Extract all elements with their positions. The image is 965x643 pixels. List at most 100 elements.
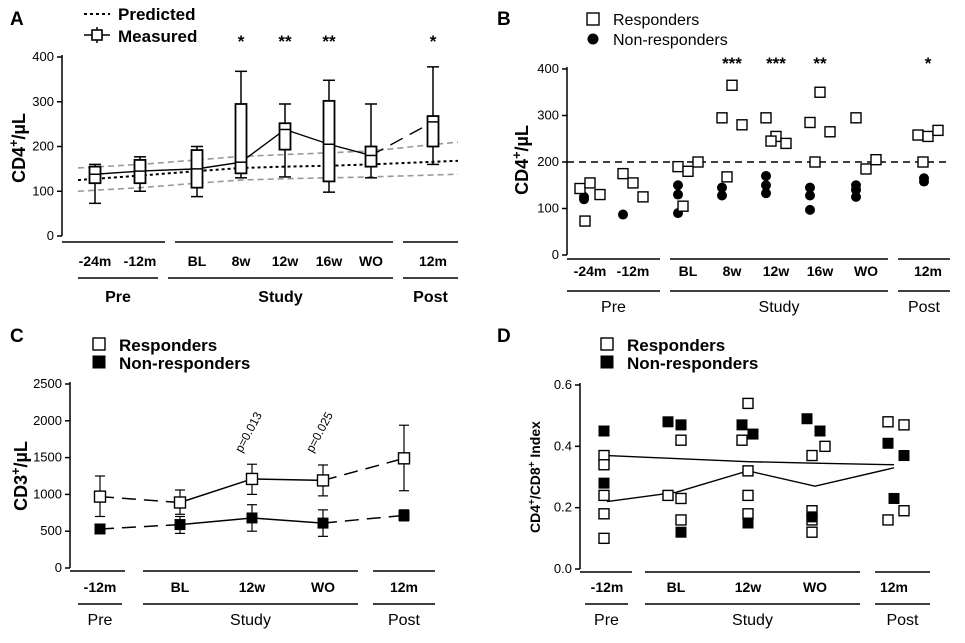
panel-d-label: D	[497, 326, 511, 347]
panel-a-predicted-lower	[77, 173, 459, 193]
panel-b-responder-point	[716, 112, 728, 124]
panel-c-group-label: Study	[230, 612, 271, 629]
panel-b-responder-point	[932, 124, 944, 137]
panel-a-y-tick-label: 200	[32, 139, 54, 154]
panel-b-significance: ***	[766, 54, 786, 73]
panel-b-label: B	[497, 9, 511, 30]
panel-d-responder-point	[882, 416, 894, 428]
panel-b-responder-point	[721, 171, 733, 183]
panel-c-responder-point	[173, 496, 187, 509]
panel-b-significance: *	[925, 54, 932, 73]
panel-d-nonresponder-point	[675, 526, 687, 538]
panel-d-nonresponder-point	[882, 437, 894, 449]
panel-b-significance: **	[813, 54, 827, 73]
panel-b-responder-point	[922, 130, 934, 143]
panel-d-nonresponder-point	[675, 419, 687, 431]
panel-d-x-tick-label: -12m	[591, 579, 624, 595]
panel-d-nonresponder-point	[598, 477, 610, 489]
panel-b-x-tick-label: 8w	[723, 263, 742, 279]
panel-b-nonresponder-point	[851, 184, 861, 195]
panel-c-x-tick-label: -12m	[84, 579, 117, 595]
panel-b-responder-point	[870, 153, 882, 166]
panel-b-y-label: CD4+/µL	[510, 125, 532, 195]
panel-b-responder-point	[627, 177, 639, 189]
panel-b-responder-point	[760, 112, 772, 124]
panel-d-scatter: D 0.0 0.2 0.4 0.6 CD4+/CD8+ Index -12m BL 12w WO 1…	[497, 326, 930, 629]
panel-b-nonresponder-point	[761, 188, 771, 199]
panel-b-nonresponder-point	[805, 204, 815, 215]
panel-d-responder-point	[898, 419, 910, 431]
panel-d-nonresponder-point	[598, 425, 610, 437]
panel-c-nonresponder-point	[398, 509, 410, 521]
panel-d-responder-point	[742, 508, 754, 520]
panel-a-x-tick-label: -12m	[124, 253, 157, 269]
panel-c-responder-point	[93, 490, 107, 503]
panel-a-predicted-upper	[77, 141, 459, 169]
panel-d-y-tick-label: 0.6	[554, 377, 572, 392]
panel-d-legend-responder-text: Responders	[627, 336, 725, 355]
panel-a-x-tick-label: 8w	[232, 253, 251, 269]
panel-b-responder-point	[860, 163, 872, 175]
panel-d-nonresponder-point	[742, 517, 754, 529]
panel-c-annotation: p=0.013	[232, 409, 265, 454]
panel-b-responder-point	[617, 167, 629, 180]
panel-d-responder-point	[819, 440, 831, 453]
panel-b-responder-point	[594, 188, 606, 201]
panel-a-x-tick-label: WO	[359, 253, 383, 269]
panel-a-legend-predicted-text: Predicted	[118, 5, 195, 24]
panel-b-responder-point	[677, 200, 689, 212]
panel-d-responder-point	[598, 449, 610, 462]
panel-d-nonresponder-point	[806, 511, 818, 523]
panel-b-y-tick-label: 200	[537, 154, 559, 169]
panel-b-nonresponder-point	[618, 209, 628, 220]
panel-d-responder-point	[806, 449, 818, 462]
panel-b-legend-responder-text: Responders	[613, 12, 699, 29]
panel-d-group-label: Pre	[594, 612, 619, 629]
panel-b-x-tick-label: WO	[854, 263, 878, 279]
panel-a-group-label: Study	[258, 289, 303, 306]
panel-a-box	[322, 99, 336, 183]
panel-c-legend-responder-marker	[92, 337, 106, 351]
panel-c-series-line-pre	[99, 523, 181, 530]
panel-d-responder-point	[742, 465, 754, 477]
panel-c-responder-point	[245, 472, 259, 486]
panel-c-nonresponder-point	[246, 512, 258, 524]
panel-c-nonresponder-point	[317, 517, 329, 529]
panel-c-legend-responder-text: Responders	[119, 336, 217, 355]
panel-b-y-tick-label: 100	[537, 201, 559, 216]
panel-c-group-label: Post	[388, 612, 421, 629]
panel-d-responder-point	[598, 508, 610, 520]
panel-b-y-tick-label: 0	[552, 247, 559, 262]
panel-c-y-tick-label: 0	[55, 560, 62, 575]
panel-c-series-line-post	[322, 514, 405, 524]
panel-b-responder-point	[780, 137, 792, 150]
panel-b-responder-point	[824, 126, 836, 138]
panel-b-nonresponder-point	[761, 180, 771, 191]
panel-c-x-tick-label: 12w	[239, 579, 266, 595]
panel-a-legend-measured-text: Measured	[118, 27, 197, 46]
panel-b-x-tick-label: 12w	[763, 263, 790, 279]
panel-b-responder-point	[672, 160, 684, 173]
panel-c-y-tick-label: 2500	[33, 376, 62, 391]
panel-c-y-tick-label: 2000	[33, 413, 62, 428]
panel-a-x-tick-label: 16w	[316, 253, 343, 269]
panel-c-legend-nonresponder-text: Non-responders	[119, 354, 250, 373]
panel-b-significance: ***	[722, 54, 742, 73]
panel-b-nonresponder-point	[919, 176, 929, 187]
panel-d-x-tick-label: BL	[667, 579, 686, 595]
panel-d-x-tick-label: 12w	[735, 579, 762, 595]
panel-d-nonresponder-point	[801, 413, 813, 425]
panel-a-box	[278, 122, 292, 151]
panel-a-x-tick-label: 12w	[272, 253, 299, 269]
panel-b-nonresponder-point	[805, 182, 815, 193]
panel-c-series-line-post	[322, 457, 405, 482]
panel-b-x-tick-label: BL	[679, 263, 698, 279]
panel-d-nonresponder-point	[747, 428, 759, 440]
panel-d-nonresponder-point	[662, 416, 674, 428]
panel-c-y-tick-label: 1500	[33, 450, 62, 465]
panel-a-label: A	[10, 9, 24, 30]
panel-b-legend-responder-marker	[586, 12, 600, 26]
panel-b-group-label: Study	[759, 299, 800, 316]
panel-a-y-label: CD4+/µL	[7, 113, 29, 183]
panel-b-group-label: Pre	[601, 299, 626, 316]
